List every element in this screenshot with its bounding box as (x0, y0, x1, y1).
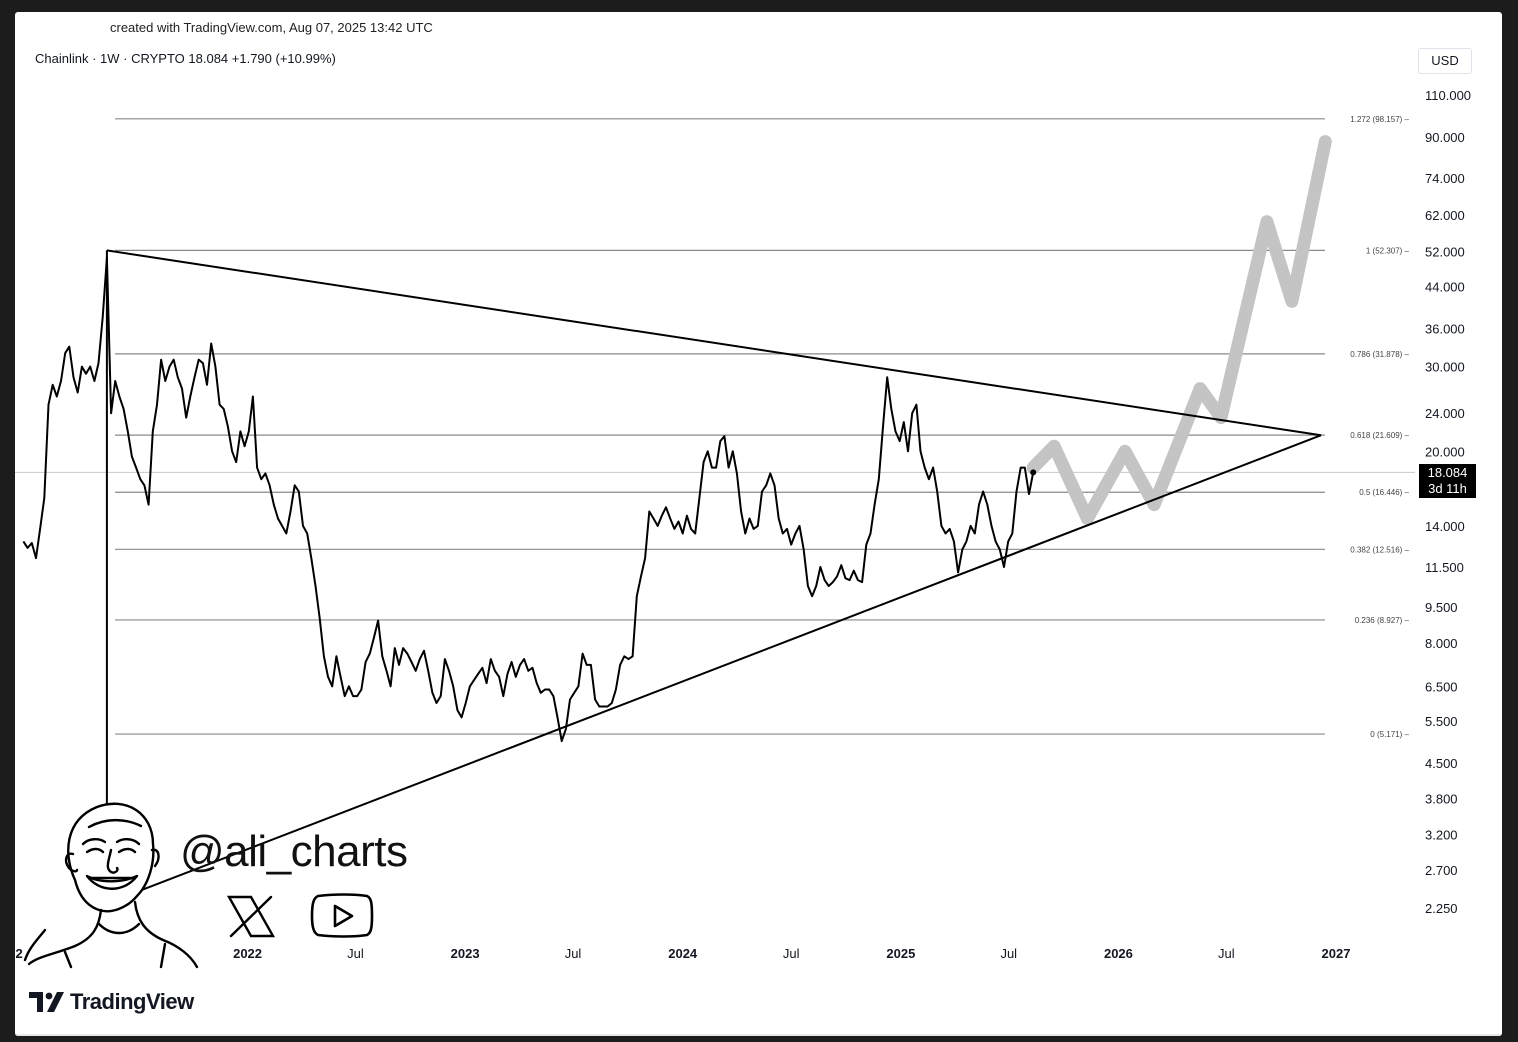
created-with-label: created with TradingView.com, Aug 07, 20… (110, 20, 433, 35)
last-price-dot (1030, 469, 1037, 476)
fib-level-label: 0.618 (21.609) – (1350, 431, 1409, 440)
fib-level-label: 0.236 (8.927) – (1355, 616, 1410, 625)
fib-level-label: 0 (5.171) – (1370, 730, 1409, 739)
fib-level-label: 0.5 (16.446) – (1359, 488, 1409, 497)
y-tick-label: 3.200 (1425, 827, 1458, 842)
fib-level-label: 0.382 (12.516) – (1350, 545, 1409, 554)
fib-level-label: 0.786 (31.878) – (1350, 350, 1409, 359)
y-tick-label: 11.500 (1425, 560, 1464, 575)
y-tick-label: 8.000 (1425, 636, 1458, 651)
chart-card: created with TradingView.com, Aug 07, 20… (15, 12, 1502, 1036)
y-tick-label: 36.000 (1425, 321, 1465, 336)
x-tick-label: 2024 (668, 946, 698, 961)
price-series (22, 256, 1037, 743)
y-tick-label: 74.000 (1425, 171, 1465, 186)
triangle-lower-line[interactable] (106, 434, 1322, 905)
y-tick-label: 2.700 (1425, 863, 1458, 878)
y-tick-label: 110.000 (1425, 88, 1471, 103)
x-tick-label: Jul (1000, 946, 1017, 961)
price-badge: 18.084 3d 11h (1419, 464, 1476, 498)
y-tick-label: 9.500 (1425, 600, 1458, 615)
y-tick-label: 5.500 (1425, 714, 1458, 729)
y-tick-label: 4.500 (1425, 756, 1458, 771)
time-axis: 2021Jul2022Jul2023Jul2024Jul2025Jul2026J… (16, 946, 1351, 961)
x-tick-label: Jul (347, 946, 364, 961)
y-tick-label: 6.500 (1425, 679, 1458, 694)
x-tick-label: 2022 (233, 946, 262, 961)
x-logo-icon[interactable] (226, 895, 276, 938)
y-tick-label: 24.000 (1425, 406, 1465, 421)
footer-divider (15, 1034, 1502, 1036)
triangle-lines (105, 249, 1322, 913)
y-tick-label: 14.000 (1425, 519, 1465, 534)
symbol-legend[interactable]: Chainlink · 1W · CRYPTO 18.084 +1.790 (+… (35, 51, 336, 66)
price-badge-value: 18.084 (1427, 465, 1468, 480)
y-tick-label: 2.250 (1425, 901, 1458, 916)
fib-levels: 1.272 (98.157) – 1 (52.307) – 0.786 (31.87… (115, 115, 1410, 739)
x-tick-label: 2027 (1322, 946, 1351, 961)
watermark-handle: @ali_charts (180, 827, 408, 876)
x-tick-label: 2023 (451, 946, 480, 961)
tradingview-brand[interactable]: TradingView (70, 989, 194, 1014)
tradingview-logo-icon[interactable] (27, 988, 67, 1018)
y-tick-label: 62.000 (1425, 208, 1465, 223)
currency-button[interactable]: USD (1418, 48, 1472, 74)
x-tick-label: 2026 (1104, 946, 1133, 961)
projection-path (1026, 135, 1332, 525)
triangle-upper-line[interactable] (106, 249, 1322, 437)
x-tick-label: Jul (565, 946, 582, 961)
projection-line[interactable] (1026, 135, 1332, 525)
avatar (23, 802, 203, 969)
y-tick-label: 3.800 (1425, 791, 1458, 806)
price-axis: 110.000 90.000 74.000 62.000 52.000 44.000 36.… (1425, 88, 1471, 916)
chart-svg[interactable]: 1.272 (98.157) – 1 (52.307) – 0.786 (31.87… (15, 12, 1502, 1036)
y-tick-label: 44.000 (1425, 280, 1465, 295)
y-tick-label: 20.000 (1425, 444, 1465, 459)
y-tick-label: 52.000 (1425, 245, 1465, 260)
x-tick-label: 2025 (886, 946, 915, 961)
y-tick-label: 90.000 (1425, 130, 1465, 145)
y-tick-label: 30.000 (1425, 360, 1465, 375)
x-tick-label: Jul (783, 946, 800, 961)
youtube-play-icon[interactable] (310, 893, 374, 938)
x-tick-label: Jul (1218, 946, 1235, 961)
fib-level-label: 1.272 (98.157) – (1350, 115, 1409, 124)
price-badge-countdown: 3d 11h (1428, 481, 1467, 496)
fib-level-label: 1 (52.307) – (1366, 246, 1410, 255)
price-line[interactable] (22, 256, 1035, 743)
